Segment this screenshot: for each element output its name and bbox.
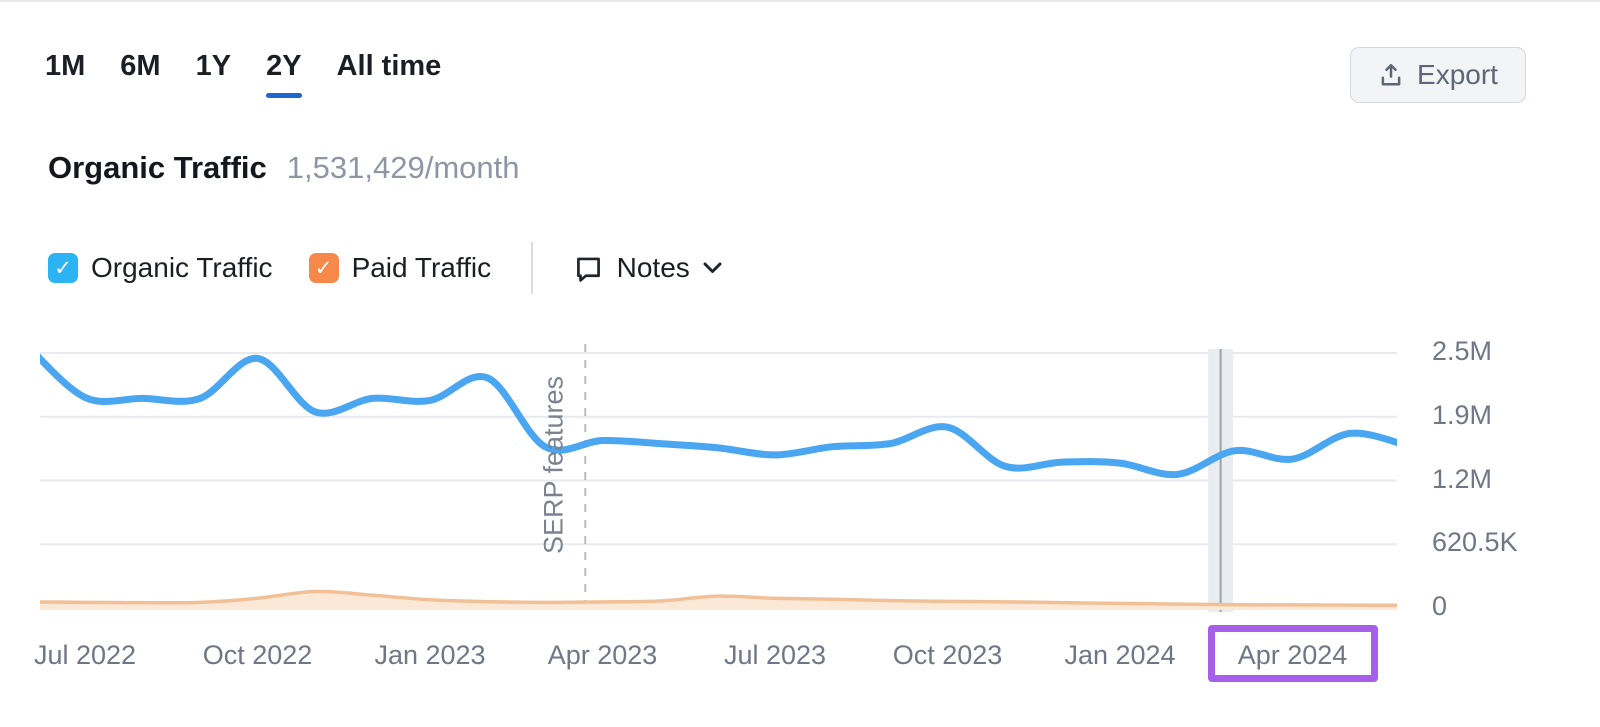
serp-features-annotation: SERP features <box>538 375 569 555</box>
paid-traffic-toggle[interactable]: ✓ Paid Traffic <box>308 252 492 284</box>
traffic-chart[interactable] <box>0 330 1600 695</box>
paid-legend-label: Paid Traffic <box>351 252 492 283</box>
tab-6m[interactable]: 6M <box>120 50 161 82</box>
notes-dropdown-button[interactable]: Notes <box>573 252 722 284</box>
y-axis-label: 2.5M <box>1432 336 1493 366</box>
y-axis-label: 0 <box>1432 591 1448 621</box>
upload-icon <box>1381 64 1401 86</box>
x-axis-label: Oct 2022 <box>202 640 313 670</box>
tab-2y[interactable]: 2Y <box>266 50 303 98</box>
paid-traffic-series-line <box>40 589 1397 608</box>
highlighted-label-box <box>1207 625 1378 682</box>
x-axis-label: Apr 2024 <box>1237 640 1348 670</box>
organic-traffic-series-line <box>40 353 1397 479</box>
notes-label: Notes <box>616 252 690 283</box>
y-axis-label: 1.2M <box>1432 463 1493 494</box>
paid-checkbox-icon: ✓ <box>308 253 339 283</box>
y-axis-label: 620.5K <box>1432 527 1518 558</box>
top-divider <box>0 0 1600 2</box>
organic-traffic-toggle[interactable]: ✓ Organic Traffic <box>48 252 273 284</box>
tab-all-time[interactable]: All time <box>336 50 442 82</box>
chart-header: Organic Traffic 1,531,429/month <box>48 150 519 186</box>
export-button[interactable]: Export <box>1350 47 1526 103</box>
x-axis-label: Jul 2022 <box>33 640 137 670</box>
vertical-divider <box>531 242 533 294</box>
x-axis-label: Apr 2023 <box>547 640 658 670</box>
y-axis-label: 1.9M <box>1432 399 1493 430</box>
traffic-value: 1,531,429/month <box>286 150 520 185</box>
tab-1m[interactable]: 1M <box>45 50 86 82</box>
organic-checkbox-icon: ✓ <box>48 253 78 283</box>
time-range-tabs: 1M 6M 1Y 2Y All time <box>45 50 441 98</box>
tab-1y[interactable]: 1Y <box>195 50 232 82</box>
chart-controls: ✓ Organic Traffic ✓ Paid Traffic Notes <box>48 242 722 294</box>
page-title: Organic Traffic <box>48 150 267 185</box>
organic-legend-label: Organic Traffic <box>91 252 273 283</box>
x-axis-label: Jul 2023 <box>723 640 827 670</box>
x-axis-label: Jan 2024 <box>1064 640 1176 670</box>
x-axis-label: Oct 2023 <box>892 640 1003 670</box>
export-label: Export <box>1417 59 1498 90</box>
notes-comment-icon <box>576 257 600 282</box>
chevron-down-icon <box>703 262 722 273</box>
x-axis-label: Jan 2023 <box>374 640 486 670</box>
